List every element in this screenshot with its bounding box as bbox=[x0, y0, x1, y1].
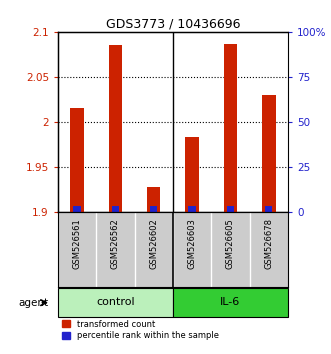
Text: agent: agent bbox=[19, 298, 49, 308]
Bar bbox=[58, 288, 173, 317]
Text: GSM526561: GSM526561 bbox=[72, 218, 82, 269]
Bar bbox=[112, 206, 119, 212]
Bar bbox=[224, 44, 237, 212]
Bar bbox=[227, 206, 234, 212]
Bar bbox=[262, 95, 275, 212]
Legend: transformed count, percentile rank within the sample: transformed count, percentile rank withi… bbox=[62, 320, 219, 340]
Bar bbox=[188, 206, 196, 212]
Bar bbox=[265, 206, 272, 212]
Text: control: control bbox=[96, 297, 135, 307]
Bar bbox=[147, 187, 161, 212]
Bar bbox=[71, 108, 84, 212]
Text: GSM526603: GSM526603 bbox=[188, 218, 197, 269]
Bar bbox=[73, 206, 81, 212]
Bar bbox=[173, 288, 288, 317]
Text: GSM526605: GSM526605 bbox=[226, 218, 235, 269]
Title: GDS3773 / 10436696: GDS3773 / 10436696 bbox=[106, 18, 240, 31]
Bar bbox=[185, 137, 199, 212]
Text: IL-6: IL-6 bbox=[220, 297, 241, 307]
Bar bbox=[150, 206, 158, 212]
Bar bbox=[109, 45, 122, 212]
Text: GSM526602: GSM526602 bbox=[149, 218, 158, 269]
Text: GSM526562: GSM526562 bbox=[111, 218, 120, 269]
Text: GSM526678: GSM526678 bbox=[264, 218, 273, 269]
